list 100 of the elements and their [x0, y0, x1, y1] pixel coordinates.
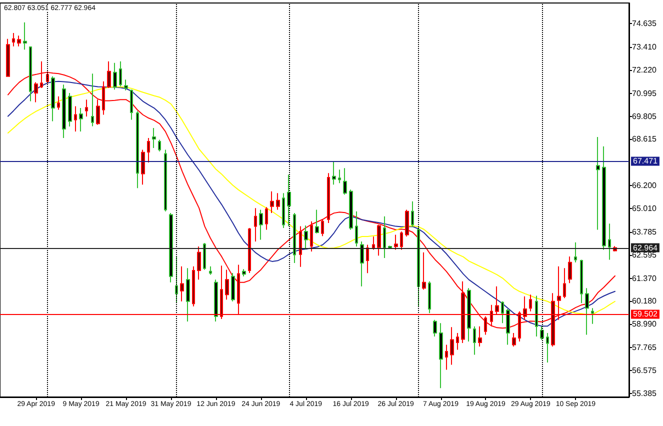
candlestick	[248, 228, 251, 274]
candlestick	[433, 319, 437, 338]
candlestick	[242, 268, 246, 277]
candlestick	[450, 326, 454, 366]
candlestick	[400, 230, 403, 250]
candlestick	[439, 322, 443, 389]
candlestick	[568, 256, 572, 284]
candlestick	[608, 223, 611, 260]
candlestick	[591, 308, 594, 324]
candlestick	[546, 332, 549, 363]
y-tick-label: 70.995	[632, 89, 658, 98]
candlestick	[152, 127, 156, 148]
candlestick	[276, 192, 280, 210]
candlestick	[428, 280, 431, 314]
candlestick	[6, 38, 10, 78]
y-tick-label: 63.785	[632, 227, 658, 236]
candlestick	[57, 96, 60, 110]
candlestick	[136, 110, 139, 189]
y-tick-label: 55.385	[632, 388, 658, 398]
candlestick	[51, 76, 55, 122]
candlestick	[535, 295, 538, 338]
candlestick	[456, 332, 459, 350]
candlestick	[360, 240, 364, 287]
candlestick	[169, 212, 173, 283]
candlestick	[478, 326, 482, 347]
y-tick-label: 56.575	[632, 366, 658, 375]
candlestick	[62, 84, 66, 138]
candlestick	[366, 244, 369, 274]
candlestick	[12, 32, 15, 47]
candlestick	[473, 326, 476, 356]
candlestick	[214, 279, 218, 322]
candlestick	[102, 80, 105, 116]
candlestick	[501, 300, 504, 324]
candlestick	[355, 210, 358, 247]
candlestick	[293, 212, 296, 264]
candlestick	[506, 308, 510, 346]
candlestick	[338, 169, 341, 184]
candlestick	[349, 189, 353, 230]
candlestick	[23, 22, 27, 50]
candlestick	[265, 206, 268, 230]
candlestick	[107, 60, 111, 89]
candlestick	[445, 344, 448, 370]
ref-line-label: 67.471	[633, 156, 658, 166]
candlestick	[225, 269, 229, 300]
candlestick	[321, 218, 324, 237]
candlestick	[203, 242, 206, 270]
candlestick	[34, 82, 38, 103]
candlestick	[164, 149, 167, 212]
candlestick	[79, 108, 83, 132]
candlestick	[529, 294, 532, 312]
ref-line-label: 59.502	[633, 310, 658, 319]
candlestick	[596, 136, 600, 230]
y-tick-label: 58.990	[632, 320, 658, 329]
candlestick	[124, 79, 128, 91]
candlestick	[467, 288, 471, 342]
candlestick	[158, 139, 161, 152]
candlestick	[405, 209, 409, 237]
candlestick	[186, 268, 190, 322]
candlestick	[282, 192, 285, 229]
candlestick	[180, 266, 184, 302]
candlestick	[377, 224, 381, 256]
candlestick	[197, 246, 201, 280]
candlestick	[270, 190, 274, 214]
candlestick	[141, 149, 145, 186]
y-tick-label: 73.410	[632, 42, 658, 52]
candlestick	[231, 272, 235, 302]
y-tick-label: 74.635	[632, 19, 658, 28]
ref-line-label: 62.964	[633, 243, 658, 252]
candlestick	[85, 99, 88, 117]
candlestick	[299, 226, 302, 268]
candlestick	[343, 168, 347, 196]
candlestick	[17, 35, 21, 47]
candlestick	[74, 106, 77, 132]
y-tick-label: 57.765	[632, 343, 658, 352]
y-tick-label: 65.010	[632, 204, 658, 213]
candlestick	[96, 99, 100, 126]
candlestick	[422, 252, 426, 290]
candlestick	[130, 89, 133, 120]
y-tick-label: 72.220	[632, 66, 658, 75]
candlestick	[254, 208, 257, 242]
candlestick	[259, 209, 263, 240]
candlestick	[147, 137, 150, 164]
candlestick	[327, 172, 330, 224]
y-tick-label: 66.200	[632, 181, 658, 190]
candlestick	[383, 216, 386, 258]
y-tick-label: 69.805	[632, 112, 658, 121]
candlestick	[332, 160, 336, 186]
candlestick	[394, 234, 398, 250]
candlestick	[512, 332, 516, 347]
candlestick	[304, 225, 308, 250]
candlestick	[602, 146, 606, 250]
y-tick-label: 62.595	[632, 250, 658, 260]
y-tick-label: 60.180	[632, 296, 658, 306]
candlestick	[580, 259, 583, 304]
candlestick	[68, 92, 72, 127]
candlestick	[563, 268, 566, 299]
candlestick	[29, 46, 32, 102]
candlestick	[315, 209, 319, 234]
candlestick	[91, 73, 94, 127]
candlestick	[411, 200, 414, 228]
